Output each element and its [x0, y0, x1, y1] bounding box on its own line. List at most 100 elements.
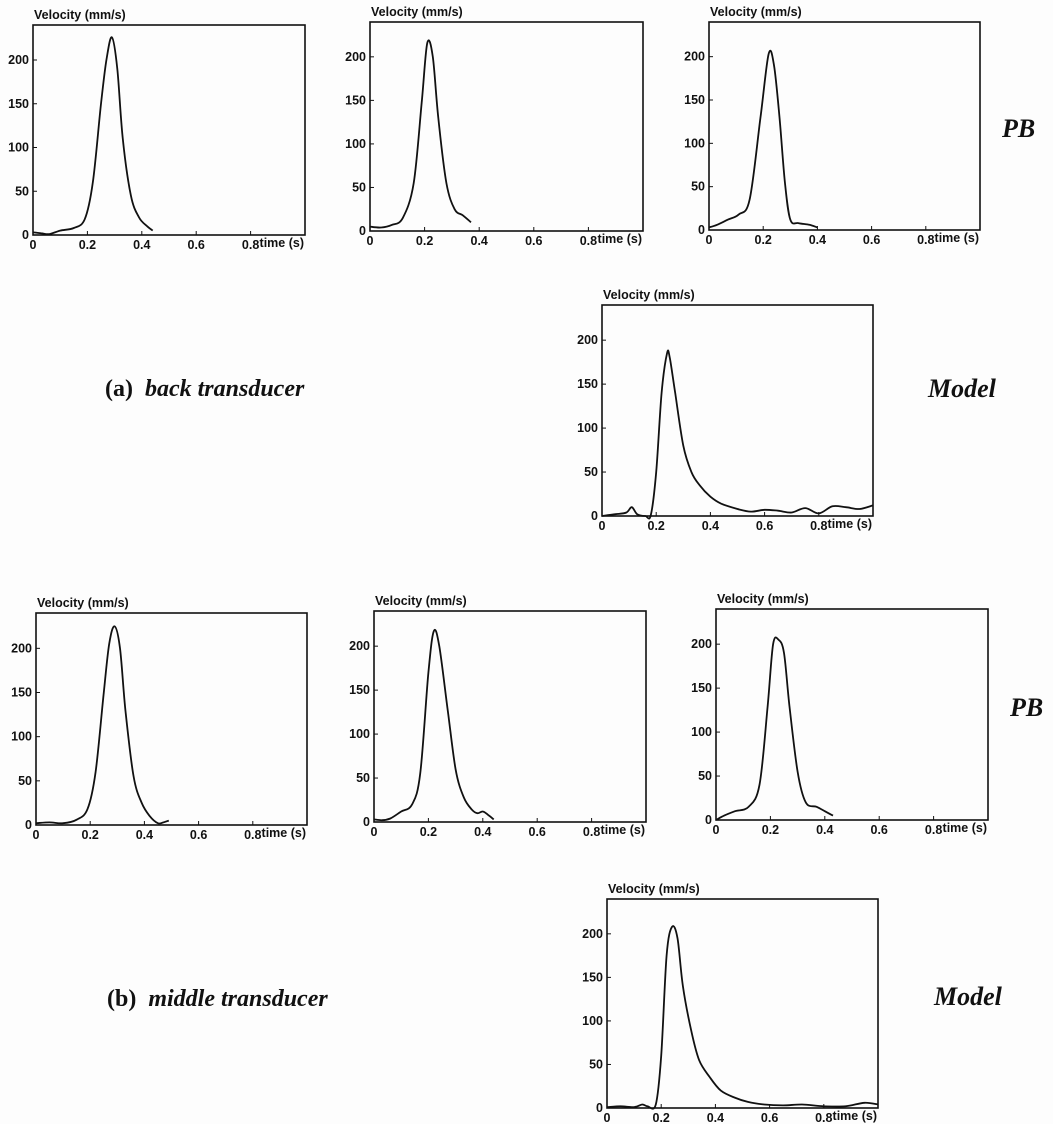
chart-b-pb-2-xtick-label-4: 0.8 — [583, 825, 600, 839]
chart-b-model-xtick-label-1: 0.2 — [653, 1111, 670, 1124]
chart-a-pb-2-ytick-label-2: 100 — [345, 137, 366, 151]
chart-a-pb-3-ytick-label-0: 0 — [698, 223, 705, 237]
chart-b-pb-2-ytick-label-3: 150 — [349, 683, 370, 697]
chart-b-model: Velocity (mm/s) 0 50 100 150 200 0 0.2 0.4 0.6 0.8… — [582, 882, 879, 1124]
chart-b-pb-3-ytick-label-1: 50 — [698, 769, 712, 783]
chart-b-model-xtick-label-3: 0.6 — [761, 1111, 778, 1124]
chart-a-pb-3-xtick-label-1: 0.2 — [755, 233, 772, 247]
chart-a-pb-2-ytick-label-3: 150 — [345, 93, 366, 107]
chart-b-model-ytick-label-2: 100 — [582, 1014, 603, 1028]
chart-a-pb-2-xtick-label-2: 0.4 — [471, 234, 488, 248]
chart-a-pb-1-ytick-label-3: 150 — [8, 97, 29, 111]
chart-a-pb-1-ytick-label-2: 100 — [8, 141, 29, 155]
chart-a-pb-3-ytick-label-1: 50 — [691, 180, 705, 194]
chart-b-pb-2-xtick-label-0: 0 — [371, 825, 378, 839]
chart-a-pb-3-ytick-label-2: 100 — [684, 136, 705, 150]
chart-b-pb-2-xtick-label-2: 0.4 — [474, 825, 491, 839]
chart-b-pb-3-xtick-label-4: 0.8 — [925, 823, 942, 837]
chart-b-pb-2-xlabel: time (s) — [601, 823, 645, 837]
chart-a-pb-3-xtick-label-0: 0 — [706, 233, 713, 247]
chart-b-pb-2-ytick-label-1: 50 — [356, 771, 370, 785]
chart-a-pb-1-series-line-0 — [32, 36, 154, 236]
chart-b-pb-2-series-line-0 — [373, 628, 495, 822]
chart-b-pb-3-ytick-label-4: 200 — [691, 637, 712, 651]
chart-a-pb-1-ytick-label-1: 50 — [15, 184, 29, 198]
chart-b-pb-3-frame — [715, 608, 989, 821]
chart-a-pb-2-xtick-label-3: 0.6 — [525, 234, 542, 248]
chart-b-pb-3-xtick-label-0: 0 — [713, 823, 720, 837]
chart-b-model-ytick-label-1: 50 — [589, 1057, 603, 1071]
chart-a-model-ytick-label-4: 200 — [577, 333, 598, 347]
chart-a-pb-3-xtick-label-2: 0.4 — [809, 233, 826, 247]
chart-b-pb-1-xtick-label-0: 0 — [33, 828, 40, 842]
chart-b-pb-1-xtick-label-3: 0.6 — [190, 828, 207, 842]
chart-b-model-xtick-label-2: 0.4 — [707, 1111, 724, 1124]
chart-a-pb-3-title: Velocity (mm/s) — [710, 5, 802, 19]
chart-a-pb-3-xtick-label-3: 0.6 — [863, 233, 880, 247]
chart-a-pb-2-ytick-label-4: 200 — [345, 50, 366, 64]
chart-a-pb-1-xtick-label-0: 0 — [30, 238, 37, 252]
chart-b-model-xtick-label-0: 0 — [604, 1111, 611, 1124]
chart-a-pb-1-xtick-label-3: 0.6 — [188, 238, 205, 252]
chart-b-pb-2-ytick-label-4: 200 — [349, 639, 370, 653]
chart-b-pb-3-ytick-label-3: 150 — [691, 681, 712, 695]
chart-a-pb-3-ytick-label-3: 150 — [684, 93, 705, 107]
chart-a-model-frame — [601, 304, 874, 517]
chart-a-pb-1-ytick-label-4: 200 — [8, 53, 29, 67]
chart-a-model-xtick-label-0: 0 — [599, 519, 606, 533]
section-a-letter: (a) — [105, 376, 133, 402]
section-b-name: middle transducer — [148, 986, 328, 1012]
chart-b-pb-1-ytick-label-2: 100 — [11, 730, 32, 744]
chart-a-pb-3-xlabel: time (s) — [935, 231, 979, 245]
chart-b-pb-3-title: Velocity (mm/s) — [717, 592, 809, 606]
chart-b-pb-1-ytick-label-1: 50 — [18, 774, 32, 788]
chart-a-model-ytick-label-0: 0 — [591, 509, 598, 523]
chart-b-pb-1-title: Velocity (mm/s) — [37, 596, 129, 610]
chart-b-model-series-line-0 — [606, 925, 879, 1110]
chart-a-pb-2-series-line-0 — [369, 39, 472, 229]
chart-a-model-series-line-0 — [601, 349, 874, 520]
chart-b-pb-2-frame — [373, 610, 647, 823]
chart-a-model-ytick-label-1: 50 — [584, 465, 598, 479]
section-a-label: (a) back transducer — [105, 376, 304, 403]
chart-b-pb-2-xtick-label-1: 0.2 — [420, 825, 437, 839]
chart-a-model-title: Velocity (mm/s) — [603, 288, 695, 302]
chart-b-pb-2-ytick-label-2: 100 — [349, 727, 370, 741]
chart-a-pb-2-ytick-label-0: 0 — [359, 224, 366, 238]
chart-a-pb-3-series-line-0 — [708, 49, 818, 229]
chart-b-pb-3: Velocity (mm/s) 0 50 100 150 200 0 0.2 0.4 0.6 0.8… — [691, 592, 989, 837]
chart-a-pb-2-title: Velocity (mm/s) — [371, 5, 463, 19]
chart-a-pb-1-frame — [32, 24, 306, 236]
chart-b-pb-2-xtick-label-3: 0.6 — [529, 825, 546, 839]
chart-b-pb-3-xtick-label-2: 0.4 — [816, 823, 833, 837]
chart-a-model-xtick-label-1: 0.2 — [648, 519, 665, 533]
chart-b-pb-3-ytick-label-2: 100 — [691, 725, 712, 739]
chart-b-pb-3-series-line-0 — [715, 636, 834, 821]
chart-a-pb-1-xlabel: time (s) — [260, 236, 304, 250]
chart-a-pb-3-xtick-label-4: 0.8 — [917, 233, 934, 247]
section-a-model-label: Model — [928, 374, 996, 403]
chart-b-pb-1-ytick-label-0: 0 — [25, 818, 32, 832]
section-a-name: back transducer — [144, 376, 305, 402]
chart-a-model-xtick-label-4: 0.8 — [810, 519, 827, 533]
chart-b-pb-1-series-line-0 — [35, 625, 170, 825]
chart-b-pb-3-xlabel: time (s) — [943, 821, 987, 835]
chart-b-model-xtick-label-4: 0.8 — [815, 1111, 832, 1124]
chart-a-model: Velocity (mm/s) 0 50 100 150 200 0 0.2 0.4 0.6 0.8… — [577, 288, 874, 533]
chart-a-pb-2-xtick-label-4: 0.8 — [580, 234, 597, 248]
chart-b-pb-1-xlabel: time (s) — [262, 826, 306, 840]
chart-a-pb-1-ytick-label-0: 0 — [22, 228, 29, 242]
chart-a-pb-2: Velocity (mm/s) 0 50 100 150 200 0 0.2 0.4 0.6 0.8… — [345, 5, 644, 248]
chart-b-pb-2-title: Velocity (mm/s) — [375, 594, 467, 608]
chart-a-model-xtick-label-3: 0.6 — [756, 519, 773, 533]
chart-a-pb-1-xtick-label-4: 0.8 — [242, 238, 259, 252]
chart-b-pb-1-xtick-label-2: 0.4 — [136, 828, 153, 842]
section-b-model-label: Model — [934, 982, 1002, 1011]
section-b-pb-label: PB — [1010, 693, 1044, 722]
chart-a-pb-3: Velocity (mm/s) 0 50 100 150 200 0 0.2 0.4 0.6 0.8… — [684, 5, 981, 247]
chart-b-pb-3-ytick-label-0: 0 — [705, 813, 712, 827]
chart-b-pb-2-ytick-label-0: 0 — [363, 815, 370, 829]
section-b-letter: (b) — [107, 986, 137, 1012]
chart-b-pb-1-ytick-label-3: 150 — [11, 686, 32, 700]
